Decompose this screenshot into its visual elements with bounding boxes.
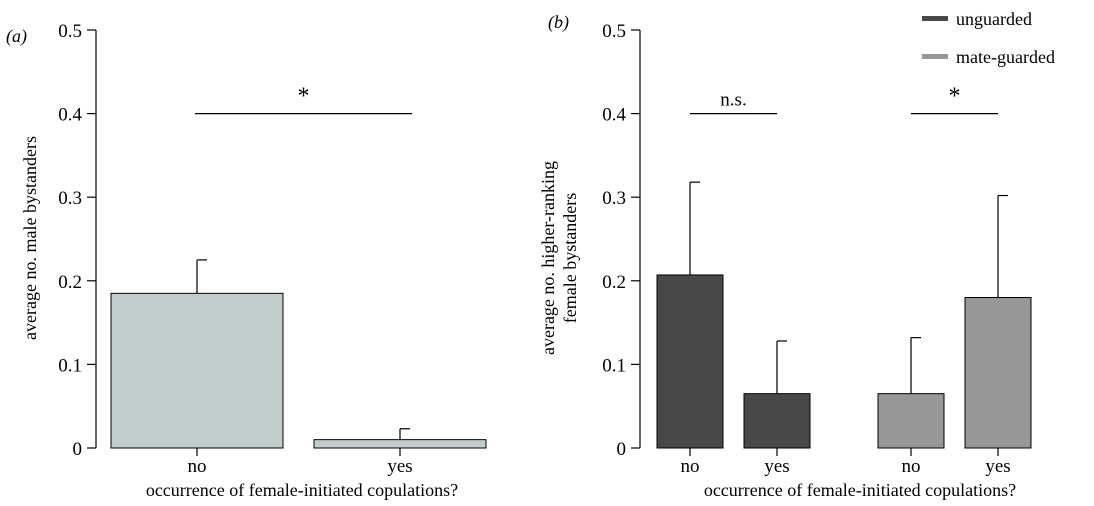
- panel-a-y-tick-label: 0.2: [58, 272, 82, 293]
- panel-a-y-tick-label: 0.1: [58, 355, 82, 376]
- legend: unguarded mate-guarded: [922, 9, 1055, 67]
- panel-b-significance-unguarded-label: n.s.: [720, 90, 746, 111]
- legend-swatch-mate-guarded: [922, 54, 948, 59]
- panel-a-significance-label: *: [298, 84, 310, 110]
- legend-swatch-unguarded: [922, 16, 948, 21]
- panel-b-unguarded-no-bar: [656, 274, 724, 449]
- panel-a-y-tick-label: 0.3: [58, 188, 82, 209]
- panel-b-y-label: average no. higher-ranking female bystan…: [538, 161, 580, 355]
- panel-b-y-tick-label: 0.3: [602, 188, 626, 209]
- panel-b: (b) 0 0.1 0.2 0.3 0.4 0.5 no yes no yes n.s. * av…: [538, 9, 1055, 500]
- panel-a: (a) 0 0.1 0.2 0.3 0.4 0.5 no yes * average no.…: [6, 21, 487, 500]
- panel-b-unguarded-no-category-label: no: [681, 456, 700, 477]
- legend-label-mate-guarded: mate-guarded: [956, 47, 1055, 67]
- panel-b-y-tick-label: 0: [617, 439, 627, 460]
- panel-b-y-tick-label: 0.4: [602, 105, 626, 126]
- panel-a-label: (a): [6, 26, 27, 47]
- panel-a-bars: no yes: [110, 259, 487, 477]
- panel-b-mate-guarded-no-bar: [877, 393, 945, 449]
- panel-b-unguarded-yes-bar: [743, 393, 811, 449]
- panel-b-y-tick-label: 0.5: [602, 21, 626, 42]
- panel-b-y-axis: 0 0.1 0.2 0.3 0.4 0.5: [602, 21, 641, 460]
- panel-b-y-label-line-2: female bystanders: [560, 193, 580, 323]
- panel-a-yes-bar: [313, 439, 487, 449]
- panel-a-x-label: occurrence of female-initiated copulatio…: [146, 480, 458, 500]
- panel-b-mate-guarded-no-category-label: no: [902, 456, 921, 477]
- panel-b-significance: n.s. *: [690, 84, 998, 115]
- panel-b-y-tick-label: 0.2: [602, 272, 626, 293]
- panel-a-no-bar: [110, 292, 284, 449]
- panel-b-unguarded-yes-category-label: yes: [764, 456, 789, 477]
- panel-b-significance-mate-guarded-label: *: [949, 84, 961, 110]
- panel-b-x-label: occurrence of female-initiated copulatio…: [704, 480, 1016, 500]
- panel-b-y-tick-label: 0.1: [602, 355, 626, 376]
- panel-a-y-label: average no. male bystanders: [20, 136, 40, 340]
- panel-a-no-category-label: no: [188, 456, 207, 477]
- panel-b-mate-guarded-yes-bar: [964, 297, 1032, 449]
- panel-b-mate-guarded-yes-category-label: yes: [985, 456, 1010, 477]
- panel-a-significance: *: [195, 84, 412, 115]
- panel-a-y-tick-label: 0.5: [58, 21, 82, 42]
- panel-a-y-axis: 0 0.1 0.2 0.3 0.4 0.5: [58, 21, 97, 460]
- panel-a-y-tick-label: 0.4: [58, 105, 82, 126]
- legend-label-unguarded: unguarded: [956, 9, 1032, 29]
- panel-b-bars: no yes no yes: [656, 181, 1032, 477]
- panel-b-label: (b): [548, 12, 569, 33]
- panel-a-yes-category-label: yes: [387, 456, 412, 477]
- panel-a-y-tick-label: 0: [73, 439, 83, 460]
- panel-b-y-label-line-1: average no. higher-ranking: [538, 161, 558, 355]
